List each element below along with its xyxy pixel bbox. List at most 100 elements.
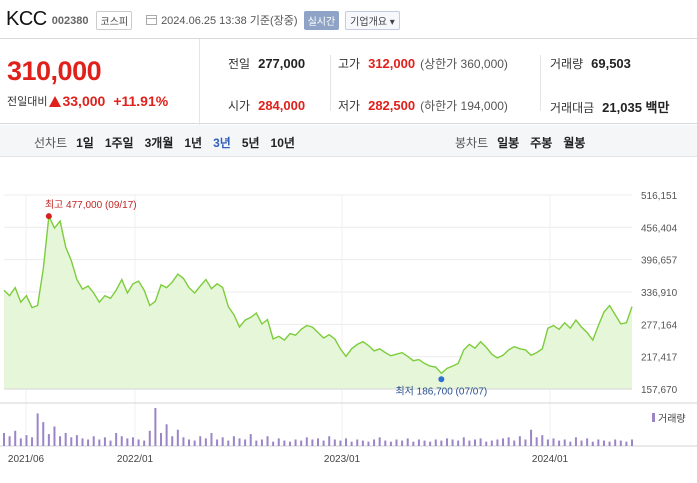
volume-bar [137, 439, 140, 446]
price-block: 310,000 전일대비 33,000 +11.91% [0, 39, 200, 125]
volume-bar [227, 440, 230, 446]
y-tick-label: 336,910 [641, 288, 678, 299]
volume-bar [614, 439, 617, 446]
volume-bar [311, 439, 314, 446]
volume-bar [546, 439, 549, 446]
lower-limit: (하한가 194,000) [420, 99, 508, 113]
candle-monthly[interactable]: 월봉 [563, 136, 586, 150]
company-overview-button[interactable]: 기업개요 ▾ [345, 10, 400, 30]
price-chart[interactable]: 516,151 456,404 396,657 336,910 277,164 217,4… [0, 158, 697, 483]
volume-bar [541, 435, 544, 446]
volume-bar [535, 437, 538, 446]
candle-daily[interactable]: 일봉 [497, 136, 520, 150]
volume-bar [154, 408, 157, 446]
low-marker [438, 376, 445, 383]
period-3m[interactable]: 3개월 [144, 136, 174, 150]
volume-bar [434, 439, 437, 446]
volume-bar [445, 438, 448, 446]
volume-bar [625, 441, 628, 446]
volume-bar [339, 440, 342, 446]
period-3y[interactable]: 3년 [213, 136, 231, 150]
volume-bar [333, 439, 336, 446]
volume-bar [199, 436, 202, 446]
stat-label: 고가 [338, 57, 361, 71]
stat-value: 277,000 [258, 56, 306, 71]
company-name: KCC [6, 7, 47, 30]
volume-bar [165, 424, 168, 446]
volume-bar [524, 439, 527, 446]
stat-value: 284,000 [258, 98, 306, 113]
volume-bar [232, 436, 235, 446]
stat-value: 282,500 [368, 98, 416, 113]
volume-bar [586, 438, 589, 446]
period-1y[interactable]: 1년 [184, 136, 203, 150]
y-tick-label: 217,417 [641, 353, 678, 364]
divider [540, 55, 541, 111]
volume-bar [300, 440, 303, 446]
volume-bar [457, 440, 460, 446]
divider [330, 55, 331, 111]
volume-bar [474, 439, 476, 446]
y-tick-label: 277,164 [641, 320, 678, 331]
volume-bar [322, 440, 325, 446]
x-tick-label: 2024/01 [532, 454, 569, 465]
volume-bar [148, 430, 151, 446]
period-1d[interactable]: 1일 [76, 136, 94, 150]
stat-value: 21,035 백만 [602, 100, 670, 115]
candle-weekly[interactable]: 주봉 [530, 136, 553, 150]
stat-label: 시가 [228, 99, 251, 113]
y-tick-label: 456,404 [641, 223, 678, 234]
y-tick-label: 396,657 [641, 256, 678, 267]
volume-bar [221, 437, 224, 446]
price-area [4, 216, 632, 389]
volume-bar [507, 437, 510, 446]
volume-bar [496, 439, 499, 446]
up-arrow-icon [49, 95, 62, 107]
stat-prev-close: 전일 277,000 [228, 55, 305, 72]
volume-bar [440, 440, 443, 446]
volume-bar [14, 430, 17, 446]
volume-bar [249, 434, 252, 446]
period-1w[interactable]: 1주일 [104, 136, 134, 150]
volume-bar [401, 440, 404, 446]
volume-bar [502, 438, 505, 446]
change-amount: 33,000 [49, 93, 105, 109]
line-chart-title: 선차트 [34, 136, 68, 150]
volume-bar [143, 440, 146, 446]
volume-bar [8, 436, 11, 446]
high-marker [45, 213, 52, 220]
volume-bar [602, 440, 605, 446]
volume-bar [75, 435, 78, 446]
volume-bar [406, 438, 409, 446]
stat-amount: 거래대금 21,035 백만 [550, 97, 669, 116]
volume-bar [619, 440, 622, 446]
stat-value: 312,000 [368, 56, 416, 71]
volume-bar [513, 440, 516, 446]
market-badge: 코스피 [96, 10, 133, 30]
volume-bar [518, 436, 521, 446]
x-tick-label: 2021/06 [8, 454, 45, 465]
stock-header: KCC 002380 코스피 2024.06.25 13:38 기준(장중) 실… [0, 0, 697, 38]
volume-bar [31, 437, 34, 446]
volume-bar [580, 440, 583, 446]
realtime-badge[interactable]: 실시간 [303, 10, 340, 30]
volume-bar [176, 429, 179, 446]
volume-bar [120, 436, 123, 446]
volume-bar [182, 437, 185, 446]
volume-bar [563, 439, 566, 446]
y-tick-label: 516,151 [641, 191, 678, 202]
volume-bar [552, 438, 555, 446]
volume-bar [53, 426, 56, 446]
price-line [3, 213, 633, 375]
stat-label: 저가 [338, 99, 361, 113]
calendar-icon [146, 15, 158, 25]
volume-bar [266, 436, 269, 446]
volume-bar [569, 441, 572, 446]
change-label: 전일대비 [7, 96, 48, 108]
volume-bar [361, 440, 364, 446]
volume-bar [255, 440, 258, 446]
volume-bar [417, 439, 420, 446]
period-10y[interactable]: 10년 [270, 136, 295, 150]
high-annotation: 최고 477,000 (09/17) [45, 199, 137, 211]
period-5y[interactable]: 5년 [241, 136, 260, 150]
